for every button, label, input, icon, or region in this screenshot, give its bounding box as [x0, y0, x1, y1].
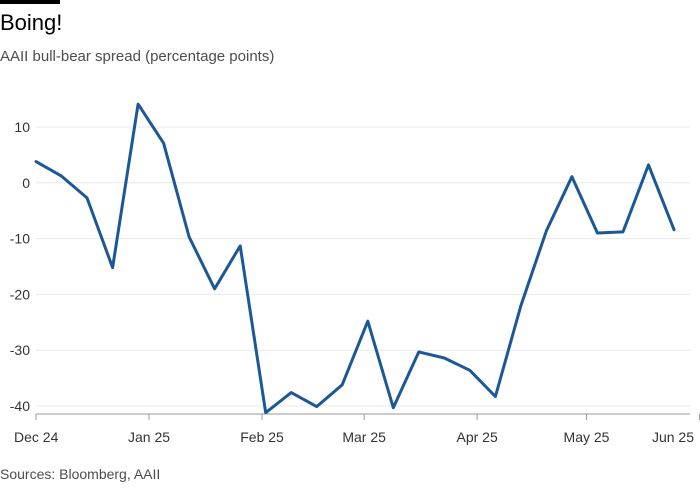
y-tick-label: 0 [22, 175, 30, 191]
top-accent-bar [0, 0, 60, 4]
y-tick-label: -30 [10, 342, 30, 358]
x-tick-label: Jun 25 [652, 429, 694, 445]
chart-subtitle: AAII bull-bear spread (percentage points… [0, 48, 275, 65]
series-layer [34, 102, 676, 415]
y-tick-label: -10 [10, 231, 30, 247]
y-tick-label: -40 [10, 398, 30, 414]
x-axis: Dec 24 Jan 25 Feb 25 Mar 25 Apr 25 May 25 Jun … [14, 413, 700, 445]
x-tick-label: Mar 25 [342, 429, 386, 445]
y-axis-labels: 10 0 -10 -20 -30 -40 [10, 119, 30, 414]
x-tick-label: Dec 24 [14, 429, 59, 445]
series-line [34, 102, 676, 415]
x-tick-label: May 25 [564, 429, 610, 445]
grid-lines [36, 126, 690, 407]
y-tick-label: -20 [10, 286, 30, 302]
x-tick-label: Apr 25 [457, 429, 498, 445]
chart-title: Boing! [0, 10, 63, 35]
x-tick-label: Jan 25 [128, 429, 170, 445]
x-tick-label: Feb 25 [240, 429, 284, 445]
source-note: Sources: Bloomberg, AAII [0, 466, 161, 482]
y-tick-label: 10 [14, 119, 30, 135]
